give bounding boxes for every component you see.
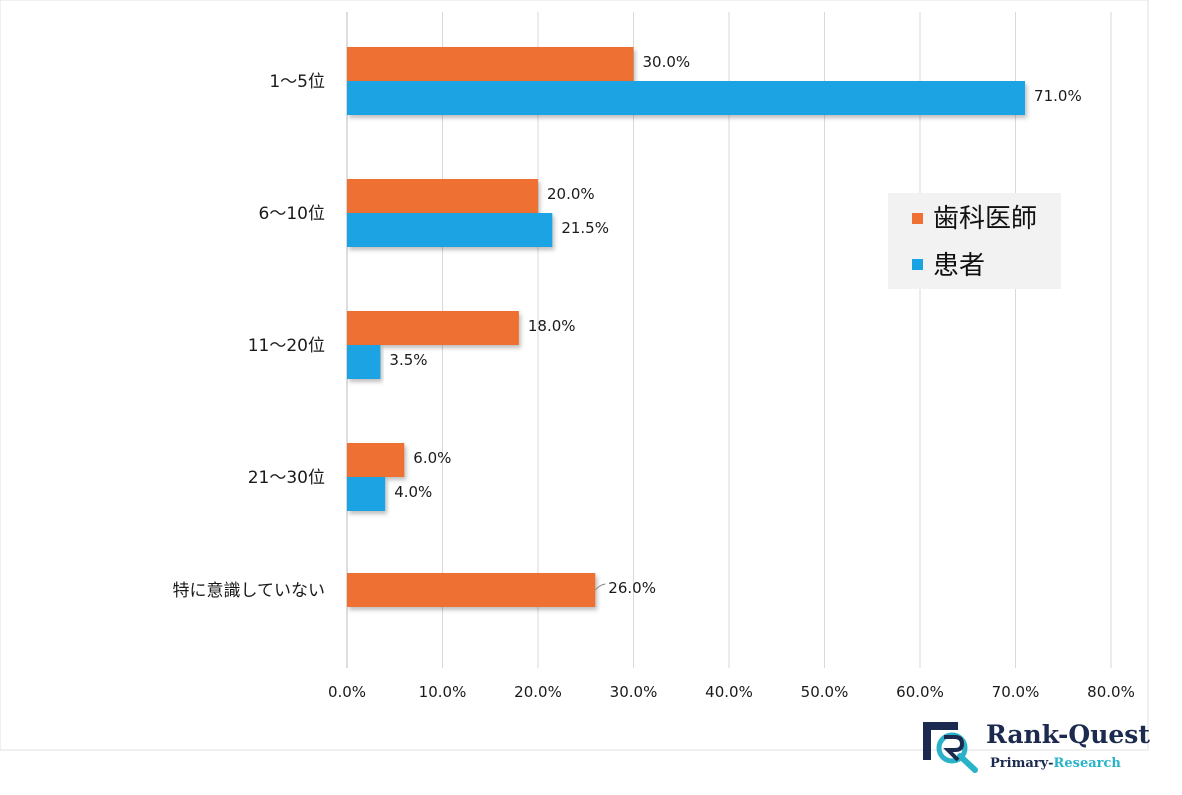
x-tick-label: 10.0% — [419, 683, 467, 701]
logo-name-part2: Quest — [1068, 720, 1150, 749]
bar-dentist — [347, 47, 634, 81]
legend-box — [888, 193, 1061, 289]
bars — [347, 47, 1026, 607]
x-tick-label: 20.0% — [514, 683, 562, 701]
legend: 歯科医師 患者 — [888, 193, 1061, 289]
data-label: 71.0% — [1034, 87, 1082, 105]
data-label: 18.0% — [528, 317, 576, 335]
plot-frame — [0, 0, 1149, 751]
bar-dentist — [347, 443, 405, 477]
category-label: 特に意識していない — [173, 581, 326, 601]
x-tick-label: 0.0% — [328, 683, 366, 701]
logo-name: Rank-Quest — [986, 720, 1150, 749]
data-label: 21.5% — [561, 219, 609, 237]
bar-patient — [347, 345, 381, 379]
brand-logo: Rank-Quest Primary-Research — [923, 720, 1150, 773]
data-label: 4.0% — [394, 483, 432, 501]
logo-subtitle: Primary-Research — [990, 756, 1121, 771]
data-label: 3.5% — [389, 351, 427, 369]
bar-dentist — [347, 179, 538, 213]
x-tick-label: 40.0% — [705, 683, 753, 701]
legend-label-dentist: 歯科医師 — [933, 204, 1037, 234]
bar-patient — [347, 81, 1026, 115]
logo-name-part1: Rank- — [986, 720, 1068, 749]
bar-patient — [347, 477, 386, 511]
data-label: 20.0% — [547, 185, 595, 203]
legend-label-patient: 患者 — [933, 251, 985, 281]
data-label: 30.0% — [643, 53, 691, 71]
logo-sub-part2: Research — [1054, 756, 1122, 771]
bar-dentist — [347, 573, 596, 607]
logo-mark-icon — [923, 722, 978, 773]
x-tick-label: 30.0% — [610, 683, 658, 701]
x-tick-label: 80.0% — [1087, 683, 1135, 701]
bar-patient — [347, 213, 553, 247]
category-label: 1～5位 — [269, 72, 325, 92]
x-tick-label: 70.0% — [992, 683, 1040, 701]
category-label: 6～10位 — [259, 204, 325, 224]
bar-dentist — [347, 311, 519, 345]
x-tick-label: 60.0% — [896, 683, 944, 701]
legend-swatch-dentist — [912, 213, 923, 224]
legend-swatch-patient — [912, 259, 923, 270]
data-labels: 30.0% 20.0% 18.0% 6.0% 26.0% 71.0% 21.5% 3.5% 4.… — [389, 53, 1081, 597]
category-label: 11～20位 — [248, 336, 325, 356]
x-tick-label: 50.0% — [801, 683, 849, 701]
x-axis-tick-labels: 0.0% 10.0% 20.0% 30.0% 40.0% 50.0% 60.0% 70.0% 8… — [328, 683, 1135, 701]
data-label: 26.0% — [608, 579, 656, 597]
category-label: 21～30位 — [248, 468, 325, 488]
data-label: 6.0% — [413, 449, 451, 467]
logo-sub-part1: Primary- — [990, 756, 1054, 771]
data-label-leader — [594, 583, 606, 591]
